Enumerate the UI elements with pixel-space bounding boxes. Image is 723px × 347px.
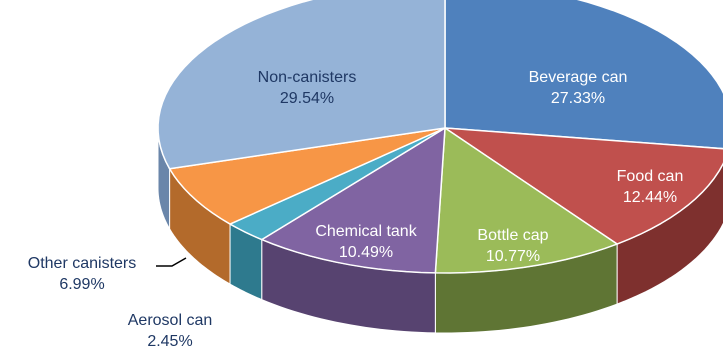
pie-top [157,0,723,274]
label-name: Other canisters [28,255,136,272]
label-percent: 10.77% [486,248,540,265]
label-percent: 6.99% [59,276,104,293]
label-aerosol-can: Aerosol can 2.45% [128,312,213,347]
label-non-canisters: Non-canisters 29.54% [258,69,357,107]
label-percent: 2.45% [147,333,192,347]
pie-sides [157,127,723,334]
slice-chemical-tank [260,127,446,274]
label-name: Non-canisters [258,69,357,86]
label-food-can: Food can 12.44% [617,168,684,206]
label-percent: 12.44% [623,189,677,206]
slice-aerosol-can [229,127,446,241]
slice-other-canisters [168,127,446,225]
label-other-canisters: Other canisters 6.99% [28,255,136,293]
label-name: Aerosol can [128,312,213,329]
slice-beverage-can [444,0,723,150]
slice-bottle-cap [434,127,618,274]
slice-labels: Beverage can 27.33% Food can 12.44% Bottle c… [28,69,684,347]
label-percent: 29.54% [280,90,334,107]
label-name: Food can [617,168,684,185]
slice-food-can [444,127,723,245]
label-name: Bottle cap [477,227,548,244]
leader-line-other-canisters [156,257,187,267]
label-beverage-can: Beverage can 27.33% [529,69,628,107]
label-bottle-cap: Bottle cap 10.77% [477,227,548,265]
slice-non-canisters [157,0,446,170]
label-chemical-tank: Chemical tank 10.49% [315,223,417,261]
label-name: Beverage can [529,69,628,86]
label-percent: 10.49% [339,244,393,261]
label-percent: 27.33% [551,90,605,107]
label-name: Chemical tank [315,223,417,240]
